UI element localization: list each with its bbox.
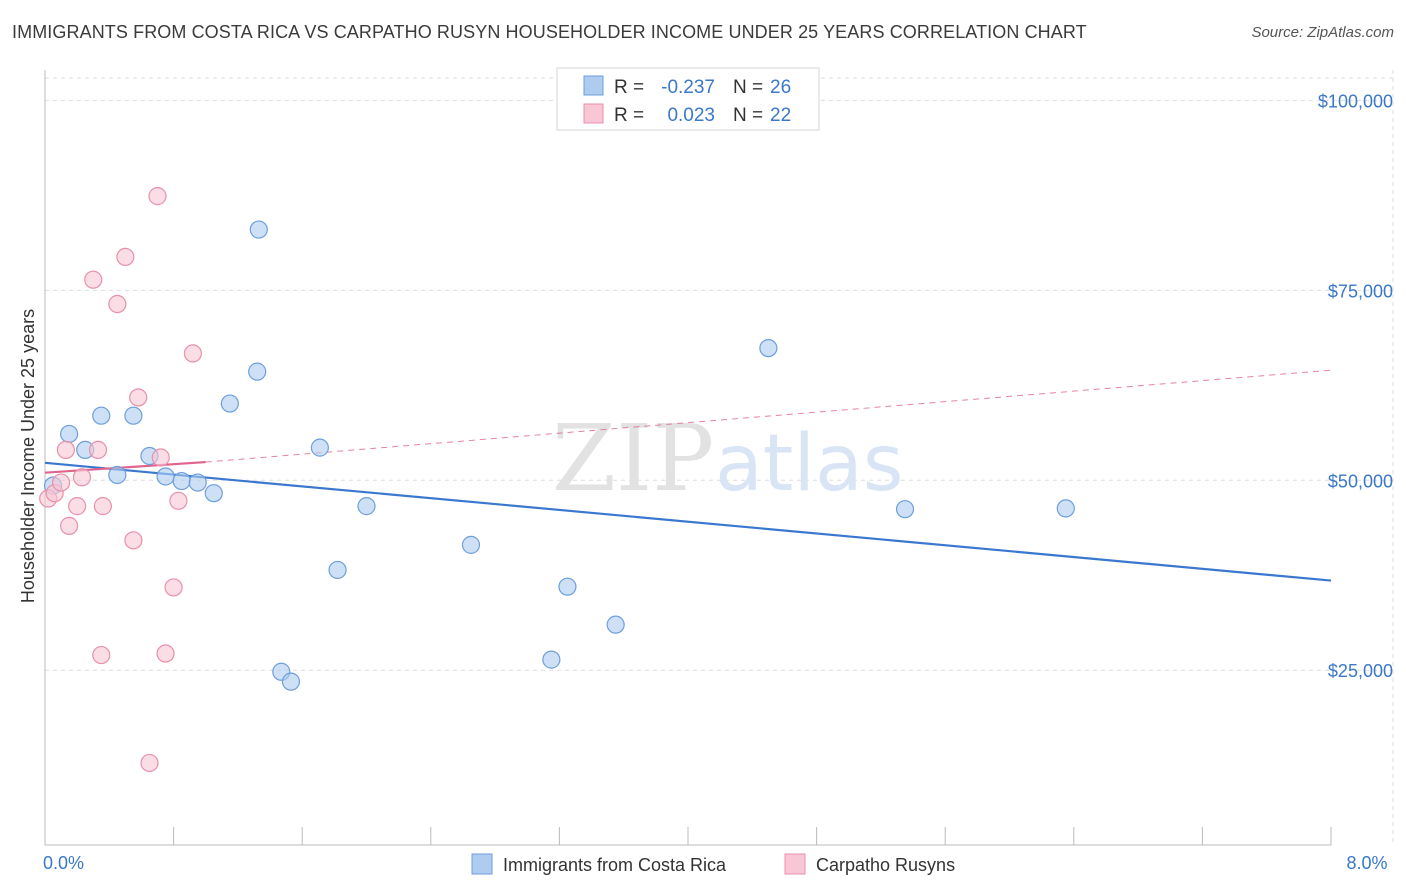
- watermark-atlas: atlas: [715, 419, 904, 509]
- series-legend-swatch-pink: [784, 853, 806, 875]
- y-axis-label: Householder Income Under 25 years: [18, 309, 38, 603]
- chart-source: Source: ZipAtlas.com: [1251, 24, 1394, 41]
- point-blue-19: [461, 535, 481, 554]
- point-pink-5: [68, 497, 87, 516]
- point-blue-13: [249, 220, 268, 239]
- trend-lines: [44, 369, 1332, 582]
- point-blue-24: [895, 500, 915, 519]
- point-blue-8: [172, 471, 191, 491]
- trend-line-pink: [44, 460, 206, 474]
- y-tick-labels: $25,000 $50,000 $75,000 $100,000: [1318, 91, 1393, 681]
- chart-title: IMMIGRANTS FROM COSTA RICA VS CARPATHO R…: [12, 22, 1087, 42]
- point-blue-12: [248, 362, 267, 381]
- point-pink-13: [124, 531, 143, 550]
- point-blue-7: [156, 467, 175, 486]
- watermark-zip: ZIP: [552, 405, 714, 512]
- point-pink-6: [72, 468, 92, 487]
- point-pink-9: [92, 645, 111, 665]
- series-legend: Immigrants from Costa Rica Carpatho Rusy…: [471, 853, 955, 875]
- point-blue-15: [281, 672, 301, 691]
- series-legend-label-pink: Carpatho Rusyns: [816, 855, 955, 875]
- trend-line-blue: [44, 461, 1332, 582]
- point-pink-21: [183, 344, 202, 363]
- point-pink-8: [88, 440, 108, 460]
- point-blue-23: [759, 338, 778, 358]
- legend-swatch-blue: [583, 75, 604, 96]
- point-pink-2: [51, 473, 71, 492]
- point-pink-3: [56, 440, 75, 460]
- legend-r-label-2: R =: [614, 105, 644, 126]
- point-pink-18: [156, 644, 175, 663]
- y-tick-label-2: $75,000: [1328, 281, 1393, 301]
- legend-n-label-1: N =: [733, 77, 763, 98]
- y-tick-label-3: $100,000: [1318, 91, 1393, 111]
- point-pink-19: [164, 578, 183, 597]
- legend-r-value-1: -0.237: [661, 77, 715, 98]
- point-blue-3: [92, 406, 111, 425]
- legend-n-label-2: N =: [733, 105, 763, 126]
- point-blue-16: [310, 438, 329, 457]
- y-tick-label-0: $25,000: [1328, 661, 1393, 681]
- series-legend-label-blue: Immigrants from Costa Rica: [503, 855, 727, 875]
- point-blue-25: [1056, 499, 1075, 518]
- point-pink-12: [116, 247, 135, 267]
- point-blue-10: [204, 484, 223, 503]
- stats-legend: R = -0.237 N = 26 R = 0.023 N = 22: [556, 67, 820, 131]
- legend-n-value-2: 22: [770, 105, 791, 126]
- point-blue-17: [328, 560, 347, 580]
- legend-r-value-2: 0.023: [667, 105, 715, 126]
- gridlines: [45, 70, 1394, 845]
- legend-swatch-pink: [583, 103, 604, 124]
- point-pink-7: [84, 270, 103, 289]
- point-blue-11: [220, 394, 239, 413]
- point-blue-22: [606, 615, 625, 634]
- series-legend-swatch-blue: [471, 853, 493, 875]
- trend-line-dashed-pink: [205, 369, 1332, 463]
- x-tick-labels: 0.0% 8.0%: [43, 853, 1388, 873]
- point-blue-18: [357, 497, 376, 516]
- point-pink-14: [129, 388, 148, 407]
- point-blue-5: [124, 406, 143, 425]
- point-pink-11: [108, 294, 127, 314]
- point-blue-20: [542, 650, 561, 669]
- legend-n-value-1: 26: [770, 77, 791, 98]
- watermark: ZIP atlas: [552, 405, 904, 512]
- point-pink-10: [93, 497, 112, 516]
- point-blue-1: [60, 424, 79, 444]
- point-pink-15: [140, 753, 159, 773]
- y-tick-label-1: $50,000: [1328, 471, 1393, 491]
- x-tick-label-0: 0.0%: [43, 853, 84, 873]
- data-points: [39, 187, 1075, 773]
- point-pink-16: [148, 187, 167, 206]
- axes: [44, 70, 1332, 846]
- point-blue-4: [108, 465, 127, 485]
- point-blue-9: [188, 473, 207, 492]
- legend-r-label-1: R =: [614, 77, 644, 98]
- point-pink-17: [151, 448, 170, 467]
- x-tick-label-1: 8.0%: [1346, 853, 1387, 873]
- point-blue-21: [558, 577, 577, 596]
- point-pink-20: [169, 491, 188, 510]
- point-pink-4: [60, 516, 79, 535]
